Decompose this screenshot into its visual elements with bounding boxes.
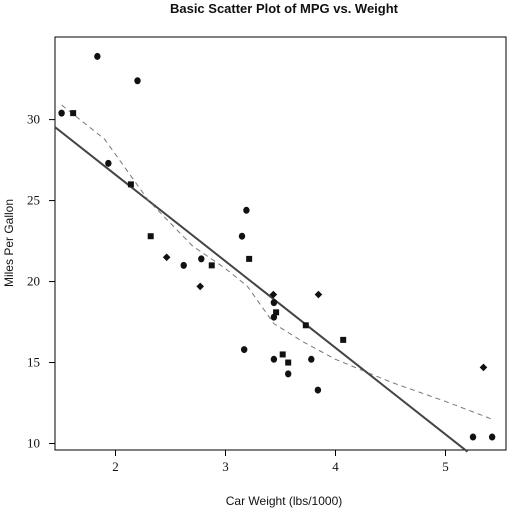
data-point — [279, 351, 286, 358]
data-point — [488, 433, 496, 441]
x-tick-label: 5 — [442, 459, 449, 474]
data-point — [270, 355, 278, 363]
y-axis: 10 15 20 25 30 Miles Per Gallon — [2, 112, 55, 451]
data-point — [308, 355, 315, 363]
x-axis: 2 3 4 5 Car Weight (lbs/1000) — [112, 450, 449, 508]
x-axis-label: Car Weight (lbs/1000) — [226, 494, 343, 508]
data-point — [270, 313, 278, 321]
y-tick-label: 15 — [27, 355, 40, 370]
data-point — [238, 232, 246, 240]
x-tick-label: 2 — [112, 459, 119, 474]
data-point — [273, 309, 280, 316]
data-points — [58, 52, 496, 441]
y-tick-label: 10 — [27, 436, 40, 451]
data-point — [269, 290, 278, 299]
y-axis-ticks: 10 15 20 25 30 — [27, 112, 55, 451]
y-tick-label: 25 — [27, 193, 40, 208]
data-point — [58, 109, 65, 117]
data-point — [94, 52, 101, 60]
data-point — [134, 77, 141, 85]
y-tick-label: 30 — [27, 112, 40, 127]
data-point — [147, 233, 154, 240]
x-axis-ticks: 2 3 4 5 — [112, 450, 449, 474]
data-point — [241, 346, 248, 354]
data-point — [302, 322, 309, 329]
data-point — [70, 110, 77, 117]
data-point — [208, 262, 215, 269]
x-tick-label: 3 — [222, 459, 229, 474]
data-point — [127, 181, 134, 188]
y-tick-label: 20 — [27, 274, 40, 289]
data-point — [479, 363, 488, 372]
chart-title: Basic Scatter Plot of MPG vs. Weight — [170, 1, 399, 16]
data-point — [314, 290, 323, 299]
data-point — [198, 255, 205, 263]
data-point — [340, 336, 347, 343]
data-point — [180, 261, 187, 269]
data-point — [162, 253, 171, 262]
data-point — [105, 159, 112, 167]
data-point — [285, 370, 292, 378]
data-point — [246, 255, 253, 262]
plot-area — [54, 52, 496, 453]
data-point — [243, 206, 250, 214]
y-axis-label: Miles Per Gallon — [2, 199, 16, 287]
regression-line — [54, 126, 469, 453]
data-point — [270, 299, 278, 307]
lowess-curve — [61, 104, 493, 420]
data-point — [469, 433, 477, 441]
data-point — [314, 386, 322, 394]
plot-frame — [54, 36, 507, 451]
data-point — [196, 282, 204, 291]
x-tick-label: 4 — [332, 459, 339, 474]
data-point — [285, 359, 292, 366]
